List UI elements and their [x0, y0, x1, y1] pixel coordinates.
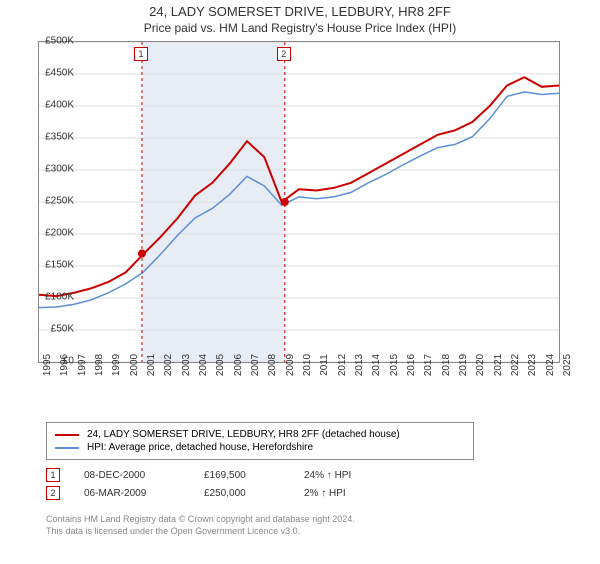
x-axis-label: 2016: [406, 354, 417, 376]
x-axis-label: 2021: [493, 354, 504, 376]
sale-price: £169,500: [204, 470, 304, 481]
footer-attribution: Contains HM Land Registry data © Crown c…: [46, 514, 355, 537]
y-axis-label: £450K: [45, 68, 74, 79]
legend-label: HPI: Average price, detached house, Here…: [87, 442, 313, 453]
x-axis-label: 2011: [319, 354, 330, 376]
x-axis-label: 2005: [215, 354, 226, 376]
sale-price: £250,000: [204, 488, 304, 499]
x-axis-label: 2025: [562, 354, 573, 376]
y-axis-label: £500K: [45, 36, 74, 47]
x-axis-label: 2007: [250, 354, 261, 376]
x-axis-label: 1997: [77, 354, 88, 376]
x-axis-label: 2020: [475, 354, 486, 376]
x-axis-label: 1996: [59, 354, 70, 376]
footer-line2: This data is licensed under the Open Gov…: [46, 526, 355, 538]
y-axis-label: £300K: [45, 164, 74, 175]
legend-item: HPI: Average price, detached house, Here…: [55, 442, 465, 453]
x-axis-label: 2014: [371, 354, 382, 376]
sale-row: 2 06-MAR-2009£250,0002% ↑ HPI: [46, 486, 404, 500]
sale-date: 06-MAR-2009: [84, 488, 204, 499]
x-axis-label: 2017: [423, 354, 434, 376]
x-axis-label: 2013: [354, 354, 365, 376]
sale-transactions: 1 08-DEC-2000£169,50024% ↑ HPI 2 06-MAR-200…: [46, 464, 404, 504]
legend-label: 24, LADY SOMERSET DRIVE, LEDBURY, HR8 2F…: [87, 429, 400, 440]
y-axis-label: £200K: [45, 228, 74, 239]
x-axis-label: 2004: [198, 354, 209, 376]
footer-line1: Contains HM Land Registry data © Crown c…: [46, 514, 355, 526]
x-axis-label: 1995: [42, 354, 53, 376]
x-axis-label: 2022: [510, 354, 521, 376]
chart-subtitle: Price paid vs. HM Land Registry's House …: [0, 21, 600, 35]
legend-swatch: [55, 447, 79, 449]
chart-marker-2: 2: [277, 47, 291, 61]
plot-area: [38, 41, 560, 363]
x-axis-label: 1999: [111, 354, 122, 376]
chart-area: 12£0£50K£100K£150K£200K£250K£300K£350K£4…: [38, 41, 598, 401]
x-axis-label: 2002: [163, 354, 174, 376]
x-axis-label: 2001: [146, 354, 157, 376]
x-axis-label: 2008: [267, 354, 278, 376]
legend-item: 24, LADY SOMERSET DRIVE, LEDBURY, HR8 2F…: [55, 429, 465, 440]
x-axis-label: 2009: [285, 354, 296, 376]
x-axis-label: 2006: [233, 354, 244, 376]
x-axis-label: 2019: [458, 354, 469, 376]
y-axis-label: £150K: [45, 260, 74, 271]
x-axis-label: 2023: [527, 354, 538, 376]
sale-date: 08-DEC-2000: [84, 470, 204, 481]
x-axis-label: 1998: [94, 354, 105, 376]
legend: 24, LADY SOMERSET DRIVE, LEDBURY, HR8 2F…: [46, 422, 474, 460]
chart-marker-1: 1: [134, 47, 148, 61]
sale-row: 1 08-DEC-2000£169,50024% ↑ HPI: [46, 468, 404, 482]
x-axis-label: 2015: [389, 354, 400, 376]
chart-title: 24, LADY SOMERSET DRIVE, LEDBURY, HR8 2F…: [0, 4, 600, 19]
legend-swatch: [55, 434, 79, 436]
x-axis-label: 2018: [441, 354, 452, 376]
y-axis-label: £100K: [45, 292, 74, 303]
y-axis-label: £400K: [45, 100, 74, 111]
y-axis-label: £350K: [45, 132, 74, 143]
x-axis-label: 2000: [129, 354, 140, 376]
x-axis-label: 2024: [545, 354, 556, 376]
x-axis-label: 2010: [302, 354, 313, 376]
y-axis-label: £50K: [51, 324, 74, 335]
sale-pct-vs-hpi: 2% ↑ HPI: [304, 488, 404, 499]
sale-marker-box: 1: [46, 468, 60, 482]
x-axis-label: 2003: [181, 354, 192, 376]
sale-marker-box: 2: [46, 486, 60, 500]
y-axis-label: £250K: [45, 196, 74, 207]
sale-pct-vs-hpi: 24% ↑ HPI: [304, 470, 404, 481]
x-axis-label: 2012: [337, 354, 348, 376]
